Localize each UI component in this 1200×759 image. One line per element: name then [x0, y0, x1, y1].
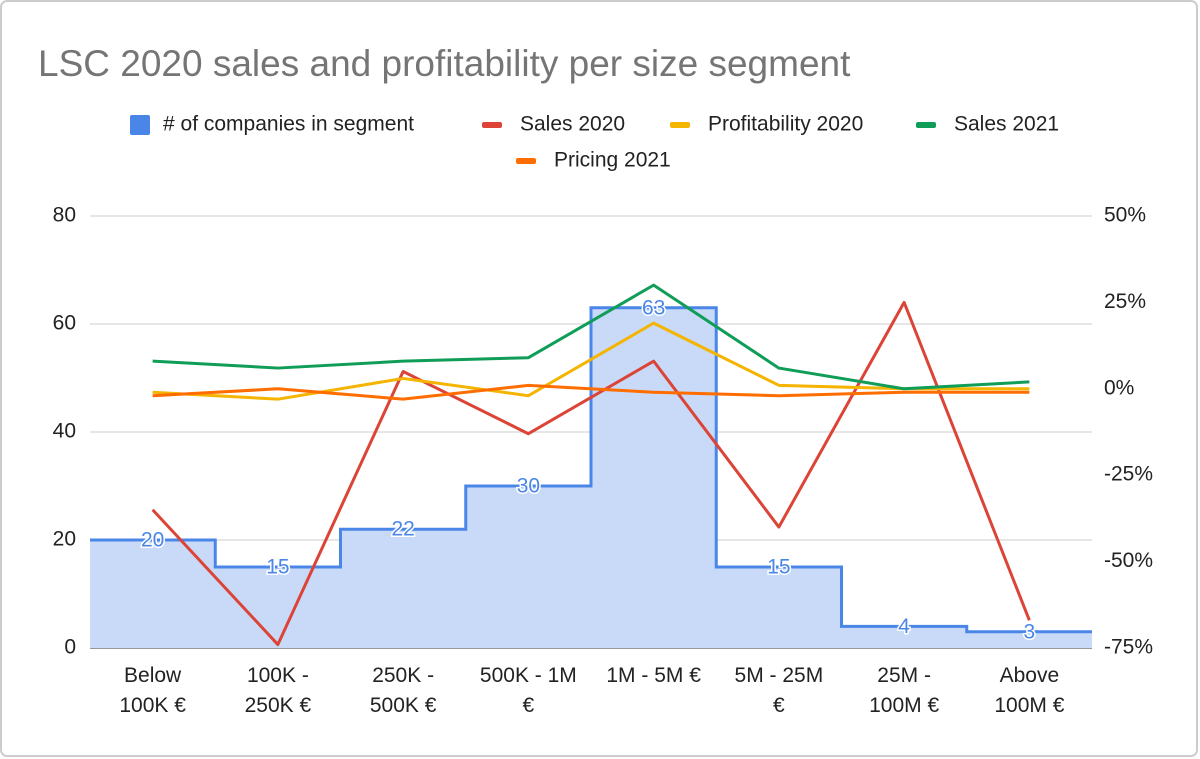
y2-tick-label: -25% [1104, 463, 1153, 486]
chart-title: LSC 2020 sales and profitability per siz… [38, 43, 851, 84]
x-tick-label: 1M - 5M € [606, 664, 701, 687]
legend-label: Sales 2021 [954, 113, 1059, 136]
legend-swatch [482, 122, 502, 128]
data-label: 63 [642, 296, 665, 319]
data-label: 3 [1024, 620, 1036, 643]
x-tick-label: 500K - 1M € [480, 664, 577, 717]
legend-label: # of companies in segment [163, 113, 414, 136]
y2-tick-label: 0% [1104, 376, 1134, 399]
y-tick-label: 60 [53, 312, 76, 335]
data-label: 15 [767, 556, 790, 579]
legend-swatch [516, 158, 536, 164]
x-tick-label: 5M - 25M € [735, 664, 824, 717]
y-tick-label: 40 [53, 420, 76, 443]
legend-swatch [130, 115, 150, 135]
line [151, 300, 1031, 647]
data-label: 15 [266, 556, 289, 579]
y2-tick-label: 25% [1104, 290, 1146, 313]
data-label: 22 [391, 518, 414, 541]
y-tick-label: 20 [53, 528, 76, 551]
line [152, 283, 1030, 391]
legend-label: Sales 2020 [520, 113, 625, 136]
x-tick-label: 25M -100M € [869, 664, 939, 717]
line [152, 321, 1030, 401]
legend-label: Pricing 2021 [554, 149, 671, 172]
y-tick-label: 80 [53, 204, 76, 227]
data-label: 4 [898, 615, 910, 638]
legend-swatch [670, 122, 690, 128]
line [152, 383, 1030, 401]
legend-swatch [916, 122, 936, 128]
x-tick-label: Above 100M € [994, 664, 1064, 717]
data-label: 30 [517, 475, 540, 498]
legend-label: Profitability 2020 [708, 113, 863, 136]
y2-tick-label: 50% [1104, 204, 1146, 227]
x-tick-label: Below 100K € [119, 664, 186, 717]
y2-tick-label: -50% [1104, 549, 1153, 572]
data-label: 20 [141, 529, 164, 552]
y-tick-label: 0 [64, 636, 76, 659]
y2-tick-label: -75% [1104, 636, 1153, 659]
x-tick-label: 250K -500K € [370, 664, 437, 717]
x-tick-label: 100K -250K € [245, 664, 312, 717]
